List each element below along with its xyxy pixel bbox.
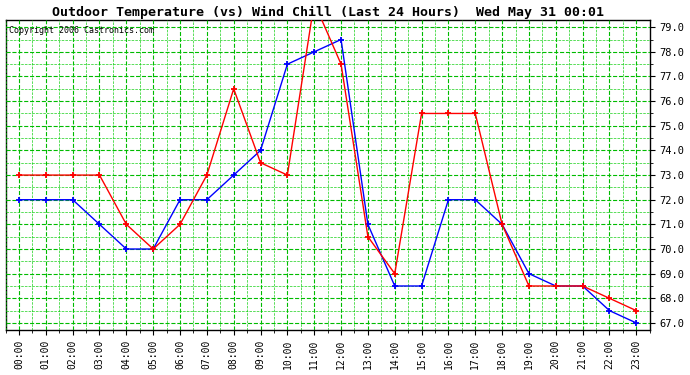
Title: Outdoor Temperature (vs) Wind Chill (Last 24 Hours)  Wed May 31 00:01: Outdoor Temperature (vs) Wind Chill (Las… — [52, 6, 604, 19]
Text: Copyright 2006 Castronics.com: Copyright 2006 Castronics.com — [9, 26, 154, 35]
